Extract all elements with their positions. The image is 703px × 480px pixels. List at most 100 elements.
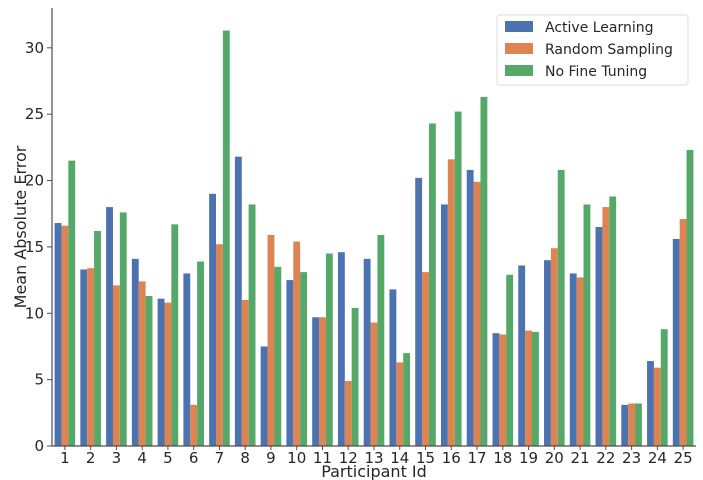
bar-active-learning-15	[415, 178, 422, 446]
bar-random-sampling-12	[345, 381, 352, 446]
bar-random-sampling-25	[680, 219, 687, 446]
bar-no-fine-tuning-24	[661, 329, 668, 446]
bar-random-sampling-13	[371, 323, 378, 446]
bar-random-sampling-21	[577, 277, 584, 446]
bar-no-fine-tuning-2	[94, 231, 101, 446]
x-tick-label: 25	[674, 449, 693, 467]
bar-random-sampling-2	[87, 268, 94, 446]
x-tick-label: 18	[493, 449, 512, 467]
bar-active-learning-3	[106, 207, 113, 446]
bar-active-learning-24	[647, 361, 654, 446]
bar-active-learning-13	[364, 259, 371, 446]
bar-active-learning-12	[338, 252, 345, 446]
bars-group	[55, 31, 694, 446]
x-tick-label: 6	[189, 449, 199, 467]
bar-no-fine-tuning-13	[377, 235, 384, 446]
x-tick-label: 20	[545, 449, 564, 467]
legend-label-active-learning: Active Learning	[545, 20, 654, 36]
y-tick-label: 5	[34, 371, 44, 389]
bar-no-fine-tuning-3	[120, 212, 127, 446]
bar-no-fine-tuning-12	[352, 308, 359, 446]
bar-no-fine-tuning-4	[146, 296, 153, 446]
bar-no-fine-tuning-18	[506, 275, 513, 446]
bar-no-fine-tuning-23	[635, 404, 642, 446]
bar-random-sampling-11	[319, 317, 326, 446]
bar-active-learning-5	[158, 299, 165, 446]
legend-label-random-sampling: Random Sampling	[545, 42, 673, 58]
bar-no-fine-tuning-7	[223, 31, 230, 446]
legend-label-no-fine-tuning: No Fine Tuning	[545, 64, 647, 80]
x-tick-label: 9	[266, 449, 276, 467]
bar-active-learning-11	[312, 317, 319, 446]
x-axis-title: Participant Id	[321, 462, 427, 480]
x-tick-label: 5	[163, 449, 173, 467]
legend: Active Learning Random Sampling No Fine Tu…	[497, 15, 688, 85]
y-tick-label: 30	[25, 39, 44, 57]
bar-random-sampling-9	[268, 235, 275, 446]
y-tick-label: 25	[25, 105, 44, 123]
legend-swatch-no-fine-tuning	[505, 65, 533, 76]
bar-active-learning-25	[673, 239, 680, 446]
bar-random-sampling-17	[474, 182, 481, 446]
bar-active-learning-14	[389, 289, 396, 446]
bar-random-sampling-5	[164, 303, 171, 446]
x-tick-label: 7	[215, 449, 225, 467]
bar-active-learning-2	[80, 269, 87, 446]
bar-no-fine-tuning-11	[326, 254, 333, 446]
bar-no-fine-tuning-20	[558, 170, 565, 446]
bar-random-sampling-8	[242, 300, 249, 446]
bar-random-sampling-14	[396, 362, 403, 446]
x-tick-label: 17	[467, 449, 486, 467]
bar-active-learning-8	[235, 157, 242, 446]
bar-active-learning-9	[261, 346, 268, 446]
bar-active-learning-23	[621, 405, 628, 446]
legend-swatch-random-sampling	[505, 43, 533, 54]
bar-active-learning-17	[467, 170, 474, 446]
bar-no-fine-tuning-17	[480, 97, 487, 446]
bar-random-sampling-22	[602, 207, 609, 446]
bar-active-learning-21	[570, 273, 577, 446]
bar-active-learning-10	[286, 280, 293, 446]
x-tick-label: 2	[86, 449, 96, 467]
bar-no-fine-tuning-14	[403, 353, 410, 446]
x-tick-label: 19	[519, 449, 538, 467]
bar-random-sampling-3	[113, 285, 120, 446]
bar-random-sampling-16	[448, 159, 455, 446]
bar-no-fine-tuning-10	[300, 272, 307, 446]
x-tick-label: 24	[648, 449, 667, 467]
bar-random-sampling-10	[293, 242, 300, 446]
bar-no-fine-tuning-22	[609, 196, 616, 446]
bar-random-sampling-6	[190, 405, 197, 446]
bar-no-fine-tuning-25	[687, 150, 694, 446]
x-tick-label: 4	[137, 449, 147, 467]
bar-no-fine-tuning-21	[584, 204, 591, 446]
bar-no-fine-tuning-9	[274, 267, 281, 446]
bar-active-learning-7	[209, 194, 216, 446]
bar-random-sampling-15	[422, 272, 429, 446]
x-tick-label: 10	[287, 449, 306, 467]
x-tick-label: 1	[60, 449, 70, 467]
bar-active-learning-20	[544, 260, 551, 446]
bar-random-sampling-20	[551, 248, 558, 446]
legend-swatch-active-learning	[505, 21, 533, 32]
y-axis-title: Mean Absolute Error	[11, 145, 30, 308]
x-tick-label: 21	[571, 449, 590, 467]
x-tick-label: 8	[240, 449, 250, 467]
bar-random-sampling-4	[139, 281, 146, 446]
bar-no-fine-tuning-1	[68, 161, 75, 446]
bar-random-sampling-24	[654, 368, 661, 446]
y-tick-label: 0	[34, 437, 44, 455]
x-tick-label: 23	[622, 449, 641, 467]
bar-random-sampling-18	[499, 335, 506, 446]
bar-random-sampling-1	[61, 226, 68, 446]
bar-random-sampling-23	[628, 404, 635, 446]
bar-no-fine-tuning-15	[429, 123, 436, 446]
bar-active-learning-6	[183, 273, 190, 446]
bar-active-learning-1	[55, 223, 62, 446]
bar-random-sampling-19	[525, 331, 532, 446]
x-tick-label: 3	[112, 449, 122, 467]
bar-active-learning-22	[596, 227, 603, 446]
bar-random-sampling-7	[216, 244, 223, 446]
bar-no-fine-tuning-5	[171, 224, 178, 446]
